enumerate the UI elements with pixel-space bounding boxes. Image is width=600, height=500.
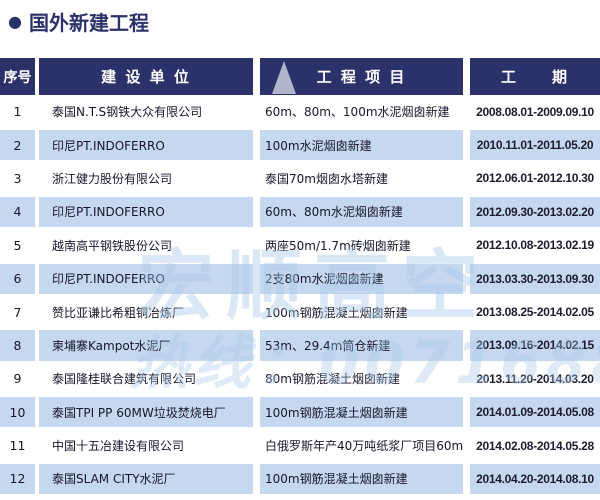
construction-unit: 印尼PT.INDOFERRO	[39, 196, 253, 227]
construction-unit: 中国十五冶建设有限公司	[52, 439, 185, 454]
project-name: 53m、29.4m筒仓新建	[260, 330, 463, 361]
construction-unit: 泰国TPI PP 60MW垃圾焚烧电厂	[39, 397, 253, 428]
table-row: 5 越南高平钢铁股份公司 两座50m/1.7m砖烟囱新建 2012.10.08-201…	[0, 229, 600, 262]
row-number: 4	[0, 196, 35, 227]
project-name: 80m钢筋混凝土烟囱新建	[265, 372, 400, 387]
project-name: 60m、80m水泥烟囱新建	[260, 196, 463, 227]
page-title-text: 国外新建工程	[28, 11, 149, 35]
construction-unit: 泰国N.T.S钢铁大众有限公司	[52, 105, 203, 120]
construction-unit: 泰国隆桂联合建筑有限公司	[52, 372, 197, 387]
construction-unit: 印尼PT.INDOFERRO	[39, 129, 253, 161]
row-number: 11	[9, 438, 26, 454]
project-name: 泰国70m烟囱水塔新建	[265, 171, 388, 186]
table-row: 8 柬埔寨Kampot水泥厂 53m、29.4m筒仓新建 2013.09.16-201…	[0, 329, 600, 362]
row-number: 8	[0, 330, 35, 361]
project-name: 白俄罗斯年产40万吨纸浆厂项目60m烟囱新建	[265, 439, 463, 454]
row-number: 7	[13, 304, 22, 320]
table-row: 6 印尼PT.INDOFERRO 2支80m水泥烟囱新建 2013.03.30-201…	[0, 262, 600, 295]
projects-table: 序号 建 设 单 位 工 程 项 目 工 期 1 泰国N.T.S钢铁大众有限公司 6…	[0, 58, 600, 496]
project-period: 2014.02.08-2014.05.28	[476, 438, 594, 453]
table-body: 1 泰国N.T.S钢铁大众有限公司 60m、80m、100m水泥烟囱新建 2008.0…	[0, 95, 600, 496]
project-name: 100m钢筋混凝土烟囱新建	[265, 305, 408, 320]
table-row: 3 浙江健力股份有限公司 泰国70m烟囱水塔新建 2012.06.01-2012.10…	[0, 162, 600, 195]
project-period: 2013.11.20-2014.03.20	[476, 371, 594, 386]
project-name: 100m钢筋混凝土烟囱新建	[260, 397, 463, 428]
table-row: 4 印尼PT.INDOFERRO 60m、80m水泥烟囱新建 2012.09.30-2…	[0, 195, 600, 228]
table-row: 11 中国十五冶建设有限公司 白俄罗斯年产40万吨纸浆厂项目60m烟囱新建 2014.…	[0, 429, 600, 462]
project-period: 2014.04.20-2014.08.10	[470, 463, 600, 495]
row-number: 9	[13, 371, 22, 387]
project-period: 2012.10.08-2013.02.19	[476, 238, 594, 253]
table-row: 7 赞比亚谦比希粗铜冶炼厂 100m钢筋混凝土烟囱新建 2013.08.25-2014…	[0, 295, 600, 328]
construction-unit: 浙江健力股份有限公司	[52, 171, 173, 186]
project-period: 2008.08.01-2009.09.10	[476, 104, 594, 119]
construction-unit: 泰国SLAM CITY水泥厂	[39, 463, 253, 495]
table-row: 9 泰国隆桂联合建筑有限公司 80m钢筋混凝土烟囱新建 2013.11.20-2014…	[0, 362, 600, 395]
construction-unit: 柬埔寨Kampot水泥厂	[39, 330, 253, 361]
row-number: 2	[0, 129, 35, 161]
project-name: 100m钢筋混凝土烟囱新建	[260, 463, 463, 495]
row-number: 12	[0, 463, 35, 495]
row-number: 6	[0, 263, 35, 294]
project-period: 2012.09.30-2013.02.20	[470, 196, 600, 227]
bullet-icon: ●	[8, 11, 22, 31]
project-name: 60m、80m、100m水泥烟囱新建	[265, 105, 450, 120]
column-header-project: 工 程 项 目	[260, 58, 463, 95]
row-number: 3	[13, 170, 22, 186]
construction-unit: 赞比亚谦比希粗铜冶炼厂	[52, 305, 185, 320]
row-number: 1	[13, 104, 22, 120]
project-period: 2012.06.01-2012.10.30	[476, 171, 594, 186]
project-name: 两座50m/1.7m砖烟囱新建	[265, 238, 411, 253]
column-header-unit: 建 设 单 位	[39, 58, 253, 95]
project-name: 100m水泥烟囱新建	[260, 129, 463, 161]
construction-unit: 越南高平钢铁股份公司	[52, 238, 173, 253]
table-header-row: 序号 建 设 单 位 工 程 项 目 工 期	[0, 58, 600, 95]
construction-unit: 印尼PT.INDOFERRO	[39, 263, 253, 294]
project-period: 2013.03.30-2013.09.30	[470, 263, 600, 294]
page-title: ● 国外新建工程	[8, 7, 149, 36]
project-period: 2010.11.01-2011.05.20	[470, 129, 600, 161]
column-header-no: 序号	[0, 58, 35, 95]
project-period: 2014.01.09-2014.05.08	[470, 397, 600, 428]
table-row: 1 泰国N.T.S钢铁大众有限公司 60m、80m、100m水泥烟囱新建 2008.0…	[0, 95, 600, 128]
project-period: 2013.09.16-2014.02.15	[470, 330, 600, 361]
row-number: 10	[0, 397, 35, 428]
table-row: 2 印尼PT.INDOFERRO 100m水泥烟囱新建 2010.11.01-2011…	[0, 128, 600, 161]
table-row: 10 泰国TPI PP 60MW垃圾焚烧电厂 100m钢筋混凝土烟囱新建 2014.0…	[0, 396, 600, 429]
column-header-period: 工 期	[470, 58, 600, 95]
project-name: 2支80m水泥烟囱新建	[260, 263, 463, 294]
table-row: 12 泰国SLAM CITY水泥厂 100m钢筋混凝土烟囱新建 2014.04.20-…	[0, 462, 600, 495]
project-period: 2013.08.25-2014.02.05	[476, 305, 594, 320]
row-number: 5	[13, 237, 22, 253]
